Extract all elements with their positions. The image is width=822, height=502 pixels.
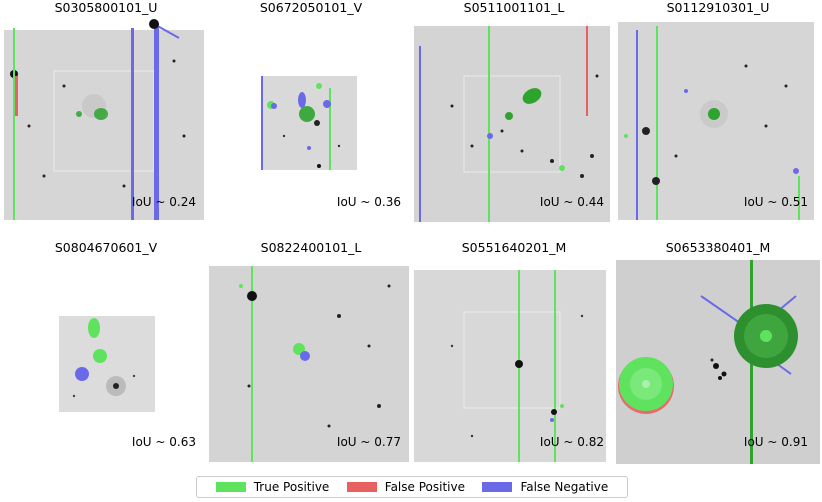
panel-title: S0112910301_U [666, 0, 770, 15]
panel-cell: S0112910301_U IoU ~ 0.51 [616, 0, 820, 244]
panel-cell: S0822400101_L IoU ~ 0.77 [209, 240, 413, 484]
sky-image [412, 256, 616, 466]
iou-label: IoU ~ 0.63 [131, 435, 196, 449]
true-positive-swatch [215, 482, 246, 492]
panel-title: S0305800101_U [54, 0, 158, 15]
iou-label: IoU ~ 0.51 [743, 195, 808, 209]
iou-label: IoU ~ 0.82 [539, 435, 604, 449]
legend: True Positive False Positive False Negat… [196, 476, 628, 498]
iou-label: IoU ~ 0.24 [131, 195, 196, 209]
iou-label: IoU ~ 0.91 [743, 435, 808, 449]
iou-label: IoU ~ 0.44 [539, 195, 604, 209]
panel-title: S0804670601_V [54, 240, 158, 255]
panel-title: S0672050101_V [259, 0, 363, 15]
sky-image [616, 256, 820, 466]
sky-image [209, 16, 413, 226]
sky-image [4, 16, 208, 226]
sky-image [412, 16, 616, 226]
panel-cell: S0672050101_V IoU ~ 0.36 [209, 0, 413, 244]
sky-image [616, 16, 820, 226]
panel-cell: S0305800101_U IoU ~ 0.24 [4, 0, 208, 244]
sky-image [209, 256, 413, 466]
legend-item-false-negative: False Negative [482, 480, 608, 494]
panel-title: S0511001101_L [463, 0, 565, 15]
legend-item-false-positive: False Positive [346, 480, 465, 494]
legend-label: True Positive [253, 480, 330, 494]
legend-label: False Negative [520, 480, 609, 494]
false-positive-swatch [346, 482, 377, 492]
iou-label: IoU ~ 0.36 [336, 195, 401, 209]
panel-cell: S0653380401_M IoU ~ 0.91 [616, 240, 820, 484]
panel-title: S0822400101_L [260, 240, 362, 255]
panel-title: S0653380401_M [665, 240, 771, 255]
legend-label: False Positive [384, 480, 465, 494]
sky-image [4, 256, 208, 466]
panel-cell: S0511001101_L IoU ~ 0.44 [412, 0, 616, 244]
false-negative-swatch [482, 482, 513, 492]
iou-label: IoU ~ 0.77 [336, 435, 401, 449]
panel-title: S0551640201_M [461, 240, 567, 255]
panel-cell: S0804670601_V IoU ~ 0.63 [4, 240, 208, 484]
legend-item-true-positive: True Positive [215, 480, 330, 494]
panel-cell: S0551640201_M IoU ~ 0.82 [412, 240, 616, 484]
